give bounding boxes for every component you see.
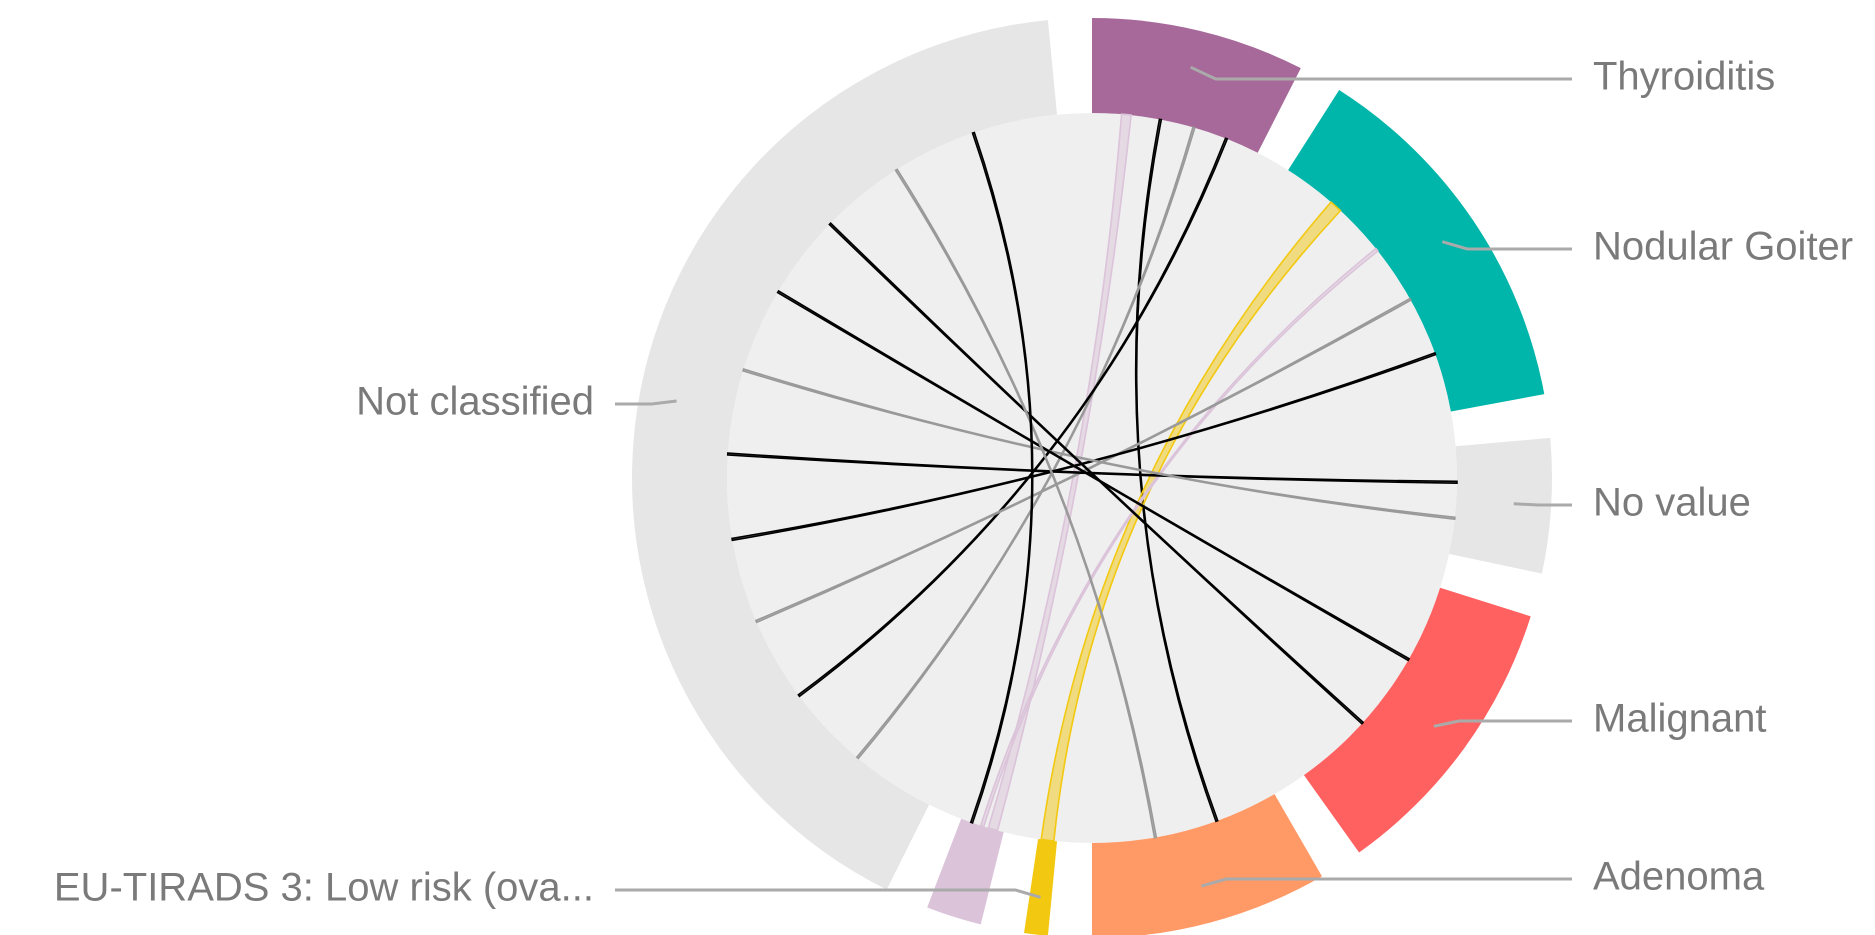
chord — [894, 168, 1158, 839]
chord — [979, 247, 1379, 828]
chord — [776, 289, 1411, 662]
leader-line — [1441, 240, 1572, 251]
leader-line — [1200, 877, 1572, 888]
node-arc — [1092, 18, 1301, 153]
node-label: Thyroiditis — [1593, 55, 1775, 99]
leader-line — [615, 399, 677, 406]
node-label: No value — [1593, 481, 1751, 525]
node-label: Adenoma — [1593, 855, 1765, 899]
node-label: Malignant — [1593, 697, 1766, 741]
chord — [828, 222, 1365, 725]
chord — [1134, 118, 1219, 823]
node-label: Nodular Goiter — [1593, 225, 1853, 269]
leader-line — [1189, 65, 1572, 81]
chord — [797, 137, 1229, 698]
leader-line — [1433, 719, 1572, 728]
inner-disk — [727, 113, 1457, 843]
node-arc — [927, 818, 1004, 925]
chord — [742, 367, 1456, 521]
node-arc — [1449, 437, 1552, 574]
node-arc — [1092, 794, 1322, 935]
chord — [969, 131, 1034, 824]
chord — [1040, 200, 1342, 842]
chord — [731, 351, 1437, 542]
node-arc — [631, 20, 1058, 890]
node-label: Not classified — [356, 380, 594, 424]
node-arc — [1024, 838, 1058, 935]
node-arc — [1288, 90, 1545, 412]
node-arc — [1303, 587, 1531, 853]
leader-line — [615, 888, 1041, 899]
chord — [987, 113, 1132, 832]
leader-line — [1513, 502, 1572, 507]
chord — [754, 297, 1412, 624]
node-label: EU-TIRADS 3: Low risk (ova... — [54, 866, 594, 910]
